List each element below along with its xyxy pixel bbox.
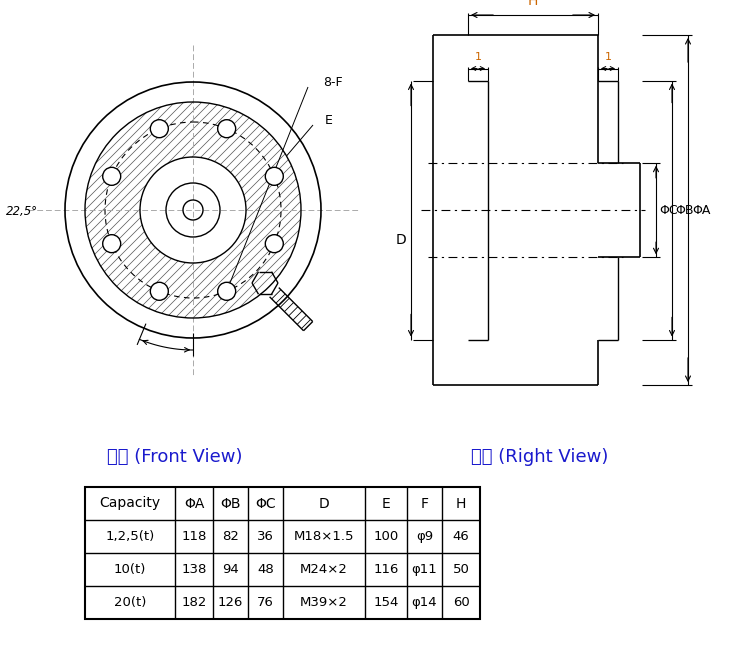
Circle shape — [103, 235, 121, 253]
Text: H: H — [456, 497, 466, 510]
Text: φ14: φ14 — [411, 596, 437, 609]
Circle shape — [265, 167, 283, 186]
Text: M18×1.5: M18×1.5 — [294, 530, 354, 543]
Text: 46: 46 — [453, 530, 470, 543]
Text: E: E — [325, 113, 333, 127]
Circle shape — [218, 282, 236, 300]
Text: 94: 94 — [222, 563, 239, 576]
Text: F: F — [420, 497, 428, 510]
Text: 82: 82 — [222, 530, 239, 543]
Circle shape — [150, 282, 169, 300]
Text: ΦC: ΦC — [255, 497, 276, 510]
Text: 1: 1 — [475, 52, 481, 62]
Circle shape — [103, 167, 121, 186]
Text: ΦB: ΦB — [675, 203, 693, 216]
Text: 22,5°: 22,5° — [6, 205, 38, 218]
Text: 138: 138 — [181, 563, 207, 576]
Text: 20(t): 20(t) — [114, 596, 146, 609]
Text: 48: 48 — [257, 563, 274, 576]
Text: H: H — [528, 0, 538, 8]
Text: 118: 118 — [181, 530, 207, 543]
Circle shape — [150, 119, 169, 138]
Text: M39×2: M39×2 — [300, 596, 348, 609]
Text: 1: 1 — [604, 52, 612, 62]
Text: 1,2,5(t): 1,2,5(t) — [105, 530, 155, 543]
Text: 主视 (Front View): 主视 (Front View) — [107, 448, 243, 466]
Text: D: D — [319, 497, 330, 510]
Circle shape — [218, 119, 236, 138]
Text: M24×2: M24×2 — [300, 563, 348, 576]
Text: φ9: φ9 — [416, 530, 433, 543]
Text: φ11: φ11 — [411, 563, 437, 576]
Text: 50: 50 — [453, 563, 470, 576]
Text: ΦB: ΦB — [220, 497, 241, 510]
Text: 8-F: 8-F — [323, 75, 343, 89]
Text: D: D — [395, 233, 406, 247]
Text: 10(t): 10(t) — [114, 563, 146, 576]
Text: 154: 154 — [373, 596, 399, 609]
Circle shape — [265, 235, 283, 253]
Text: 100: 100 — [373, 530, 399, 543]
Text: ΦC: ΦC — [659, 203, 678, 216]
Text: 126: 126 — [218, 596, 243, 609]
Text: E: E — [382, 497, 390, 510]
Text: 36: 36 — [257, 530, 274, 543]
Text: ΦA: ΦA — [692, 203, 710, 216]
Bar — [85, 487, 480, 619]
Text: 右视 (Right View): 右视 (Right View) — [471, 448, 609, 466]
Text: 76: 76 — [257, 596, 274, 609]
Text: 116: 116 — [373, 563, 399, 576]
Text: 60: 60 — [453, 596, 470, 609]
Text: 182: 182 — [181, 596, 207, 609]
Text: ΦA: ΦA — [184, 497, 204, 510]
Text: Capacity: Capacity — [99, 497, 160, 510]
